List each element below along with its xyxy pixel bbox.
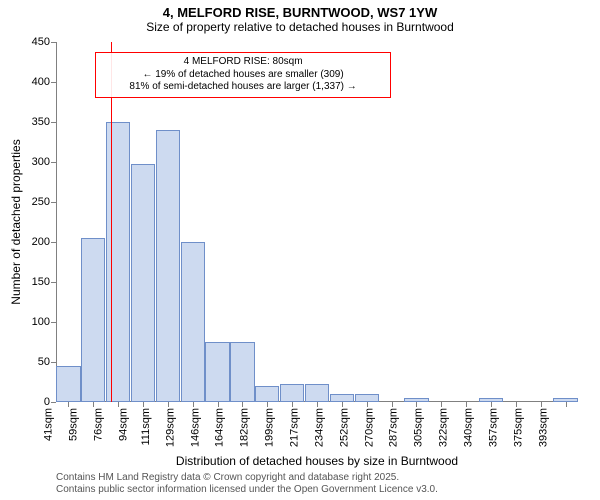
x-tick-label: 199sqm [264,402,276,447]
x-tick-label: 164sqm [214,402,226,447]
callout-line: 81% of semi-detached houses are larger (… [102,81,384,94]
histogram-bar [81,238,105,402]
x-tick-label: 340sqm [462,402,474,447]
histogram-bar [305,384,329,402]
histogram-bar [355,394,379,402]
y-tick-label: 50 [38,356,56,368]
x-axis-label: Distribution of detached houses by size … [176,454,458,468]
chart-container: 4, MELFORD RISE, BURNTWOOD, WS7 1YW Size… [0,0,600,500]
x-tick-label: 393sqm [537,402,549,447]
attribution: Contains HM Land Registry data © Crown c… [56,472,438,496]
x-tick-label: 357sqm [487,402,499,447]
y-tick-label: 100 [32,316,56,328]
x-tick-label: 287sqm [388,402,400,447]
x-tick-label: 375sqm [512,402,524,447]
histogram-bar [106,122,130,402]
chart-subtitle: Size of property relative to detached ho… [0,21,600,35]
x-tick-label: 129sqm [164,402,176,447]
histogram-bar [205,342,229,402]
x-tick-label: 217sqm [288,402,300,447]
histogram-bar [330,394,354,402]
x-tick-label: 270sqm [363,402,375,447]
y-tick-label: 400 [32,76,56,88]
histogram-bar [230,342,254,402]
histogram-bar [255,386,279,402]
x-tick-label: 252sqm [338,402,350,447]
x-tick-label: 234sqm [313,402,325,447]
y-tick-label: 450 [32,36,56,48]
histogram-bar [131,164,155,402]
chart-title: 4, MELFORD RISE, BURNTWOOD, WS7 1YW [0,6,600,21]
x-tick-label: 59sqm [68,402,80,441]
x-tick-label: 41sqm [43,402,55,441]
plot-area: 05010015020025030035040045041sqm59sqm76s… [56,42,578,402]
y-axis [56,42,57,402]
title-block: 4, MELFORD RISE, BURNTWOOD, WS7 1YW Size… [0,0,600,35]
histogram-bar [56,366,80,402]
x-tick-label: 322sqm [438,402,450,447]
x-tick [566,402,567,407]
histogram-bar [280,384,304,402]
y-tick-label: 200 [32,236,56,248]
x-tick-label: 146sqm [189,402,201,447]
y-tick-label: 250 [32,196,56,208]
y-tick-label: 150 [32,276,56,288]
histogram-bar [181,242,205,402]
callout-line: 4 MELFORD RISE: 80sqm [102,56,384,69]
callout-line: ← 19% of detached houses are smaller (30… [102,69,384,82]
y-tick-label: 300 [32,156,56,168]
x-tick-label: 94sqm [117,402,129,441]
callout-box: 4 MELFORD RISE: 80sqm← 19% of detached h… [95,52,391,98]
y-axis-label: Number of detached properties [9,139,23,304]
x-tick-label: 305sqm [413,402,425,447]
attribution-line: Contains HM Land Registry data © Crown c… [56,472,438,484]
x-tick-label: 76sqm [93,402,105,441]
histogram-bar [156,130,180,402]
x-tick-label: 111sqm [140,402,152,446]
x-tick-label: 182sqm [239,402,251,447]
attribution-line: Contains public sector information licen… [56,484,438,496]
y-tick-label: 350 [32,116,56,128]
